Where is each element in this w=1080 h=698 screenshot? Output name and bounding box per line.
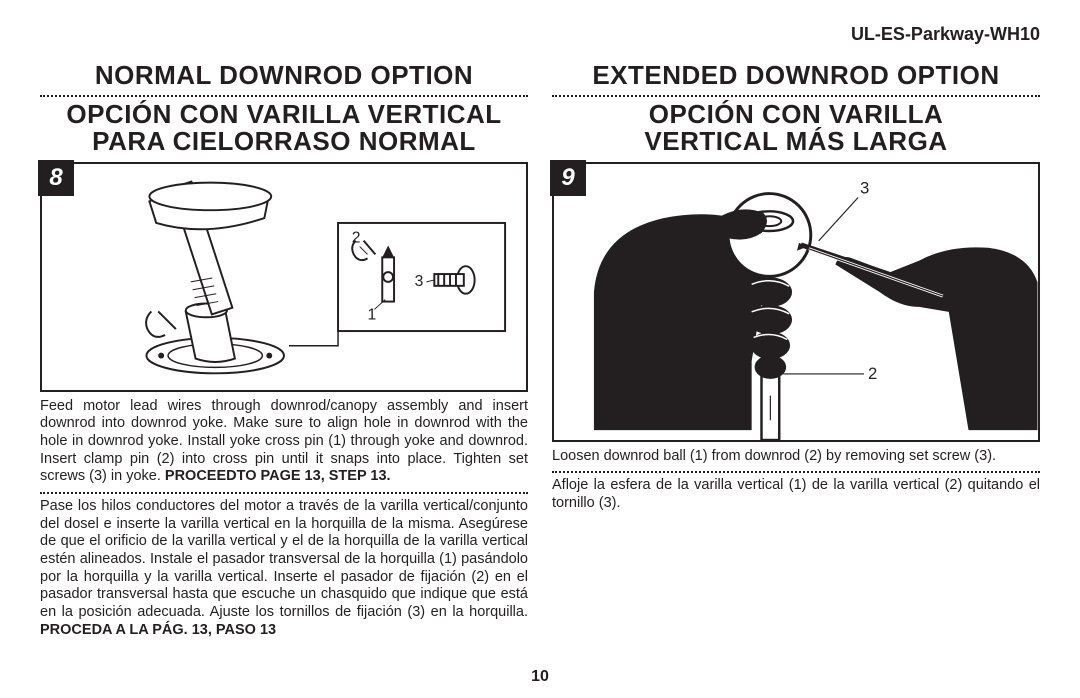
dotted-rule: [552, 471, 1040, 473]
step-number-badge: 9: [550, 160, 586, 196]
instr-text: Pase los hilos conductores del motor a t…: [40, 498, 528, 620]
title-line: VERTICAL MÁS LARGA: [644, 126, 947, 156]
figure-frame: 3 1 2: [552, 162, 1040, 442]
downrod-ball-illustration: 3 1 2: [554, 164, 1038, 440]
step-8-figure: 8: [40, 162, 528, 392]
two-column-layout: NORMAL DOWNROD OPTION OPCIÓN CON VARILLA…: [40, 60, 1040, 640]
left-title-es: OPCIÓN CON VARILLA VERTICAL PARA CIELORR…: [40, 101, 528, 156]
instr-bold: PROCEDA A LA PÁG. 13, PASO 13: [40, 622, 276, 638]
title-line: OPCIÓN CON VARILLA VERTICAL: [66, 99, 501, 129]
left-instructions-es: Pase los hilos conductores del motor a t…: [40, 498, 528, 640]
instr-bold: PROCEEDTO PAGE 13, STEP 13.: [165, 468, 391, 484]
right-instructions-es: Afloje la esfera de la varilla vertical …: [552, 477, 1040, 512]
right-title-en: EXTENDED DOWNROD OPTION: [552, 60, 1040, 91]
figure-frame: 2 1 3: [40, 162, 528, 392]
right-column: EXTENDED DOWNROD OPTION OPCIÓN CON VARIL…: [552, 60, 1040, 640]
dotted-rule: [40, 492, 528, 494]
left-instructions-en: Feed motor lead wires through downrod/ca…: [40, 398, 528, 486]
callout-1: 1: [947, 287, 956, 306]
step-number-badge: 8: [38, 160, 74, 196]
step-9-figure: 9: [552, 162, 1040, 442]
document-id: UL-ES-Parkway-WH10: [851, 24, 1040, 45]
page-number: 10: [0, 668, 1080, 686]
dotted-rule: [40, 95, 528, 97]
left-title-en: NORMAL DOWNROD OPTION: [40, 60, 528, 91]
title-line: PARA CIELORRASO NORMAL: [92, 126, 476, 156]
callout-3: 3: [860, 178, 869, 197]
dotted-rule: [552, 95, 1040, 97]
callout-2: 2: [352, 229, 361, 246]
right-title-es: OPCIÓN CON VARILLA VERTICAL MÁS LARGA: [552, 101, 1040, 156]
callout-2: 2: [868, 363, 877, 382]
left-column: NORMAL DOWNROD OPTION OPCIÓN CON VARILLA…: [40, 60, 528, 640]
right-instructions-en: Loosen downrod ball (1) from downrod (2)…: [552, 448, 1040, 466]
title-line: OPCIÓN CON VARILLA: [649, 99, 944, 129]
downrod-yoke-illustration: 2 1 3: [42, 164, 526, 390]
callout-3: 3: [415, 272, 424, 289]
